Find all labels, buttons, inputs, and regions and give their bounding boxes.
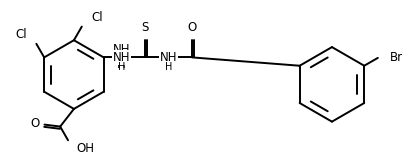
Text: NH: NH — [113, 51, 130, 64]
Text: Cl: Cl — [15, 28, 27, 41]
Text: S: S — [141, 21, 149, 34]
Text: Cl: Cl — [91, 11, 103, 24]
Text: Br: Br — [390, 51, 403, 64]
Text: H: H — [118, 62, 125, 72]
Text: O: O — [30, 117, 40, 130]
Text: NH
H: NH H — [113, 43, 130, 71]
Text: OH: OH — [76, 142, 94, 155]
Text: H: H — [165, 62, 172, 72]
Text: NH: NH — [160, 51, 177, 64]
Text: O: O — [187, 21, 197, 34]
